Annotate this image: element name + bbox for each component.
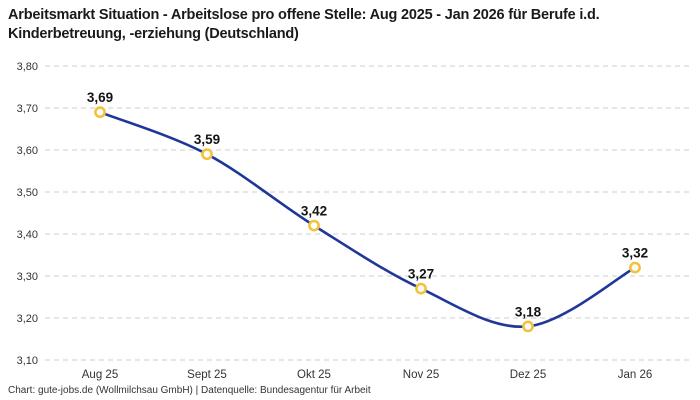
x-axis-tick-label: Sept 25 [187,369,227,381]
x-axis-tick-label: Nov 25 [403,369,439,381]
chart-title: Arbeitsmarkt Situation - Arbeitslose pro… [8,7,600,43]
y-axis-tick-label: 3,20 [17,313,38,325]
x-axis-tick-label: Okt 25 [297,369,331,381]
data-point-marker[interactable] [94,106,106,119]
data-point-marker[interactable] [308,219,320,232]
y-axis-tick-label: 3,80 [17,61,38,73]
data-point-label: 3,59 [194,132,220,147]
y-axis-tick-label: 3,50 [17,187,38,199]
data-point-marker[interactable] [629,261,641,274]
y-axis-tick-label: 3,60 [17,145,38,157]
y-axis-tick-label: 3,40 [17,229,38,241]
y-axis-tick-label: 3,70 [17,103,38,115]
data-point-marker[interactable] [522,320,534,333]
x-axis-tick-label: Jan 26 [618,369,653,381]
data-point-label: 3,18 [515,304,542,319]
data-point-marker[interactable] [415,282,427,295]
data-point-label: 3,42 [301,204,327,219]
data-point-label: 3,27 [408,267,434,282]
y-axis-tick-label: 3,30 [17,271,38,283]
data-line [98,110,637,328]
chart-footer-credit: Chart: gute-jobs.de (Wollmilchsau GmbH) … [8,385,371,396]
x-axis-tick-label: Dez 25 [510,369,546,381]
data-point-label: 3,32 [622,246,648,261]
x-axis-tick-label: Aug 25 [82,369,118,381]
y-axis-tick-label: 3,10 [17,355,38,367]
data-point-marker[interactable] [201,148,213,161]
data-point-label: 3,69 [87,90,113,105]
